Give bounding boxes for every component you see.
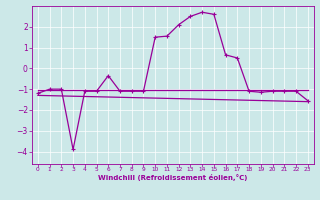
X-axis label: Windchill (Refroidissement éolien,°C): Windchill (Refroidissement éolien,°C) <box>98 174 247 181</box>
